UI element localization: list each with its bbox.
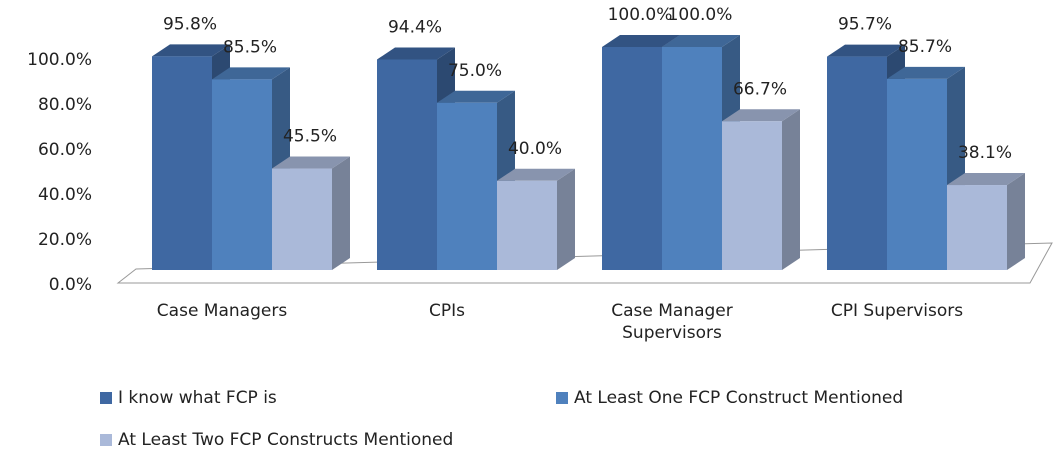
bar-side: [1007, 173, 1025, 270]
bar-side: [332, 156, 350, 270]
bar-top: [437, 90, 515, 103]
bar-top: [662, 35, 740, 47]
legend-label: At Least Two FCP Constructs Mentioned: [118, 430, 453, 450]
y-tick-label: 20.0%: [38, 230, 92, 250]
value-label: 94.4%: [388, 17, 442, 37]
value-label: 38.1%: [958, 143, 1012, 163]
bar-top: [722, 109, 800, 122]
floor: [116, 242, 1053, 284]
bar: [602, 47, 662, 270]
bar: [497, 180, 557, 270]
value-label: 95.7%: [838, 15, 892, 35]
bar: [887, 78, 947, 270]
bar-top: [272, 156, 350, 169]
x-tick-label: CPIs: [429, 301, 465, 321]
bar-top: [947, 173, 1025, 186]
bar-top: [887, 66, 965, 79]
bar: [722, 121, 782, 270]
bar: [212, 79, 272, 271]
bar: [437, 102, 497, 270]
y-tick-label: 60.0%: [38, 140, 92, 160]
bar-top: [497, 168, 575, 181]
bar-top: [212, 67, 290, 80]
bar-top: [827, 44, 905, 57]
legend-swatch: [100, 392, 112, 404]
bar: [662, 47, 722, 270]
legend-swatch: [556, 392, 568, 404]
bar: [947, 185, 1007, 270]
bar-top: [377, 47, 455, 60]
value-label: 45.5%: [283, 127, 337, 147]
bar-side: [782, 109, 800, 270]
y-tick-label: 40.0%: [38, 185, 92, 205]
bar: [272, 168, 332, 270]
bar: [152, 56, 212, 271]
y-tick-label: 0.0%: [49, 275, 92, 295]
bar-side: [557, 168, 575, 270]
y-tick-label: 80.0%: [38, 95, 92, 115]
legend-swatch: [100, 434, 112, 446]
x-tick-label: CPI Supervisors: [830, 301, 964, 321]
value-label: 40.0%: [508, 139, 562, 159]
value-label: 66.7%: [733, 79, 787, 99]
value-label: 75.0%: [448, 61, 502, 81]
value-label: 85.7%: [898, 37, 952, 57]
value-label: 85.5%: [223, 37, 277, 57]
legend-label: At Least One FCP Construct Mentioned: [574, 388, 903, 408]
bar: [827, 56, 887, 270]
y-tick-label: 100.0%: [27, 50, 92, 70]
value-label: 95.8%: [163, 14, 217, 34]
bar-top: [602, 35, 680, 47]
value-label: 100.0%: [668, 5, 733, 25]
legend-label: I know what FCP is: [118, 388, 277, 408]
x-tick-label: Case Manager Supervisors: [611, 301, 733, 343]
bar-top: [152, 44, 230, 57]
x-tick-label: Case Managers: [156, 301, 288, 321]
value-label: 100.0%: [608, 5, 673, 25]
bar: [377, 59, 437, 270]
